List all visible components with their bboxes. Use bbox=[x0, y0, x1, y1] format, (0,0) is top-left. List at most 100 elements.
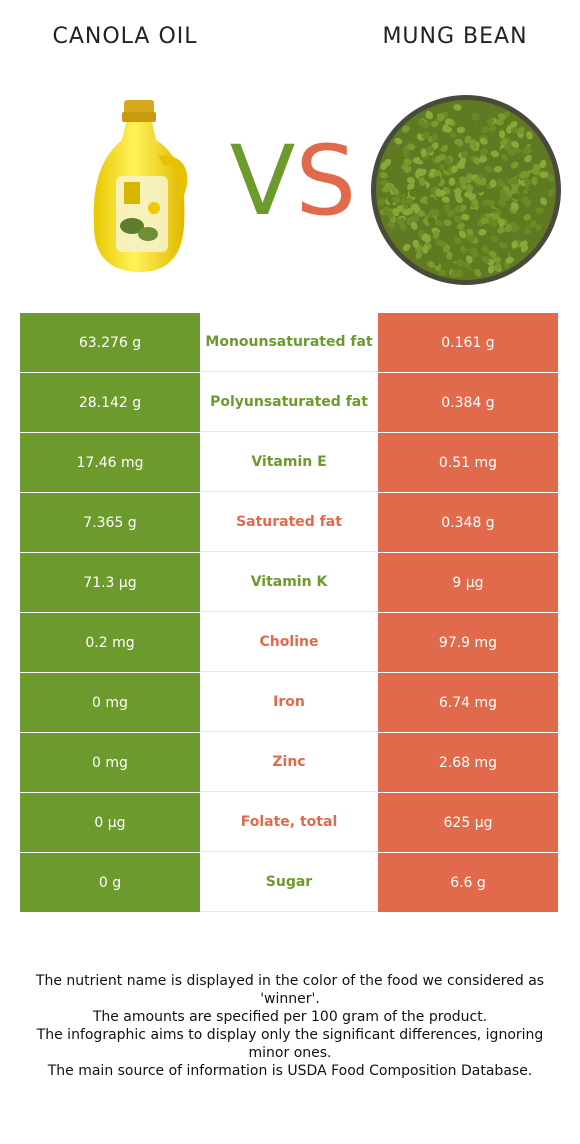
bean-icon bbox=[415, 168, 423, 176]
footer-note-differences: The infographic aims to display only the… bbox=[36, 1027, 544, 1061]
bean-icon bbox=[474, 268, 482, 277]
bean-icon bbox=[535, 207, 544, 214]
bean-icon bbox=[431, 133, 438, 142]
bean-icon bbox=[469, 143, 478, 150]
bean-icon bbox=[402, 243, 411, 252]
nutrient-name: Choline bbox=[200, 613, 378, 672]
bean-icon bbox=[442, 244, 451, 253]
bean-icon bbox=[490, 150, 499, 158]
bean-icon bbox=[409, 189, 416, 198]
bean-icon bbox=[531, 176, 538, 186]
bean-icon bbox=[455, 269, 464, 277]
bean-icon bbox=[414, 251, 423, 260]
left-food-value: 71.3 µg bbox=[20, 553, 200, 612]
bean-icon bbox=[425, 110, 433, 119]
bean-icon bbox=[401, 125, 410, 133]
bean-icon bbox=[500, 153, 509, 162]
bean-icon bbox=[382, 206, 390, 215]
left-food-value: 7.365 g bbox=[20, 493, 200, 552]
bean-icon bbox=[441, 196, 450, 203]
bean-icon bbox=[444, 118, 453, 125]
bean-icon bbox=[442, 123, 449, 133]
bean-icon bbox=[505, 257, 514, 264]
nutrient-name: Sugar bbox=[200, 853, 378, 912]
bean-icon bbox=[387, 221, 396, 229]
bean-icon bbox=[531, 167, 540, 176]
right-food-value: 0.161 g bbox=[378, 313, 558, 372]
bean-icon bbox=[510, 186, 518, 195]
bean-icon bbox=[387, 195, 395, 204]
bean-icon bbox=[479, 137, 488, 145]
bean-icon bbox=[464, 135, 472, 144]
bean-icon bbox=[451, 262, 459, 270]
bean-icon bbox=[539, 171, 549, 178]
bean-icon bbox=[434, 175, 441, 185]
table-row: 63.276 g Monounsaturated fat 0.161 g bbox=[20, 313, 558, 373]
bean-icon bbox=[510, 161, 519, 169]
left-food-value: 63.276 g bbox=[20, 313, 200, 372]
bean-icon bbox=[486, 117, 494, 126]
bean-icon bbox=[451, 165, 458, 174]
bean-icon bbox=[493, 263, 502, 271]
right-food-value: 97.9 mg bbox=[378, 613, 558, 672]
bean-icon bbox=[449, 130, 457, 139]
bean-icon bbox=[435, 239, 444, 246]
left-food-title: CANOLA OIL bbox=[52, 24, 198, 49]
bean-icon bbox=[469, 247, 478, 255]
bean-icon bbox=[498, 130, 506, 139]
bean-icon bbox=[492, 213, 501, 221]
bean-icon bbox=[509, 170, 517, 179]
left-food-value: 0 µg bbox=[20, 793, 200, 852]
bean-icon bbox=[461, 150, 469, 159]
bean-icon bbox=[479, 177, 487, 186]
bean-icon bbox=[389, 170, 397, 179]
bean-icon bbox=[456, 162, 465, 170]
nutrient-name: Saturated fat bbox=[200, 493, 378, 552]
bean-icon bbox=[489, 123, 496, 133]
versus-v: V bbox=[229, 125, 296, 237]
bean-icon bbox=[477, 185, 485, 193]
bean-icon bbox=[456, 138, 464, 147]
bean-icon bbox=[480, 217, 489, 225]
bean-icon bbox=[460, 181, 467, 191]
bean-icon bbox=[510, 127, 520, 134]
bean-icon bbox=[500, 138, 508, 146]
bean-icon bbox=[403, 158, 412, 165]
bean-icon bbox=[421, 233, 429, 241]
bean-icon bbox=[526, 131, 533, 140]
footer-notes: The nutrient name is displayed in the co… bbox=[20, 972, 560, 1080]
versus-label: VS bbox=[218, 126, 368, 236]
bean-icon bbox=[529, 219, 537, 228]
nutrient-name: Zinc bbox=[200, 733, 378, 792]
bean-icon bbox=[509, 120, 518, 129]
nutrient-comparison-table: 63.276 g Monounsaturated fat 0.161 g 28.142… bbox=[20, 313, 558, 913]
bean-icon bbox=[507, 115, 515, 124]
left-food-value: 17.46 mg bbox=[20, 433, 200, 492]
bean-icon bbox=[448, 177, 456, 186]
bean-icon bbox=[498, 124, 506, 133]
bean-icon bbox=[492, 256, 502, 263]
nutrient-name: Folate, total bbox=[200, 793, 378, 852]
right-food-value: 2.68 mg bbox=[378, 733, 558, 792]
left-food-value: 0 mg bbox=[20, 733, 200, 792]
bean-icon bbox=[415, 190, 424, 197]
bean-icon bbox=[510, 202, 518, 211]
bean-icon bbox=[481, 199, 490, 207]
bean-icon bbox=[487, 265, 495, 274]
bean-icon bbox=[511, 192, 520, 200]
bean-icon bbox=[438, 269, 447, 276]
bean-icon bbox=[422, 120, 431, 129]
bean-icon bbox=[383, 158, 392, 167]
bean-icon bbox=[487, 216, 494, 226]
table-row: 0 g Sugar 6.6 g bbox=[20, 853, 558, 913]
right-food-value: 625 µg bbox=[378, 793, 558, 852]
bean-icon bbox=[471, 113, 479, 121]
bean-icon bbox=[524, 199, 531, 208]
bean-icon bbox=[524, 154, 532, 163]
bean-icon bbox=[466, 228, 474, 237]
bean-icon bbox=[456, 126, 466, 134]
bean-icon bbox=[493, 165, 503, 173]
bean-icon bbox=[382, 185, 391, 193]
footer-note-winner: The nutrient name is displayed in the co… bbox=[35, 973, 545, 1007]
bean-icon bbox=[406, 183, 415, 191]
